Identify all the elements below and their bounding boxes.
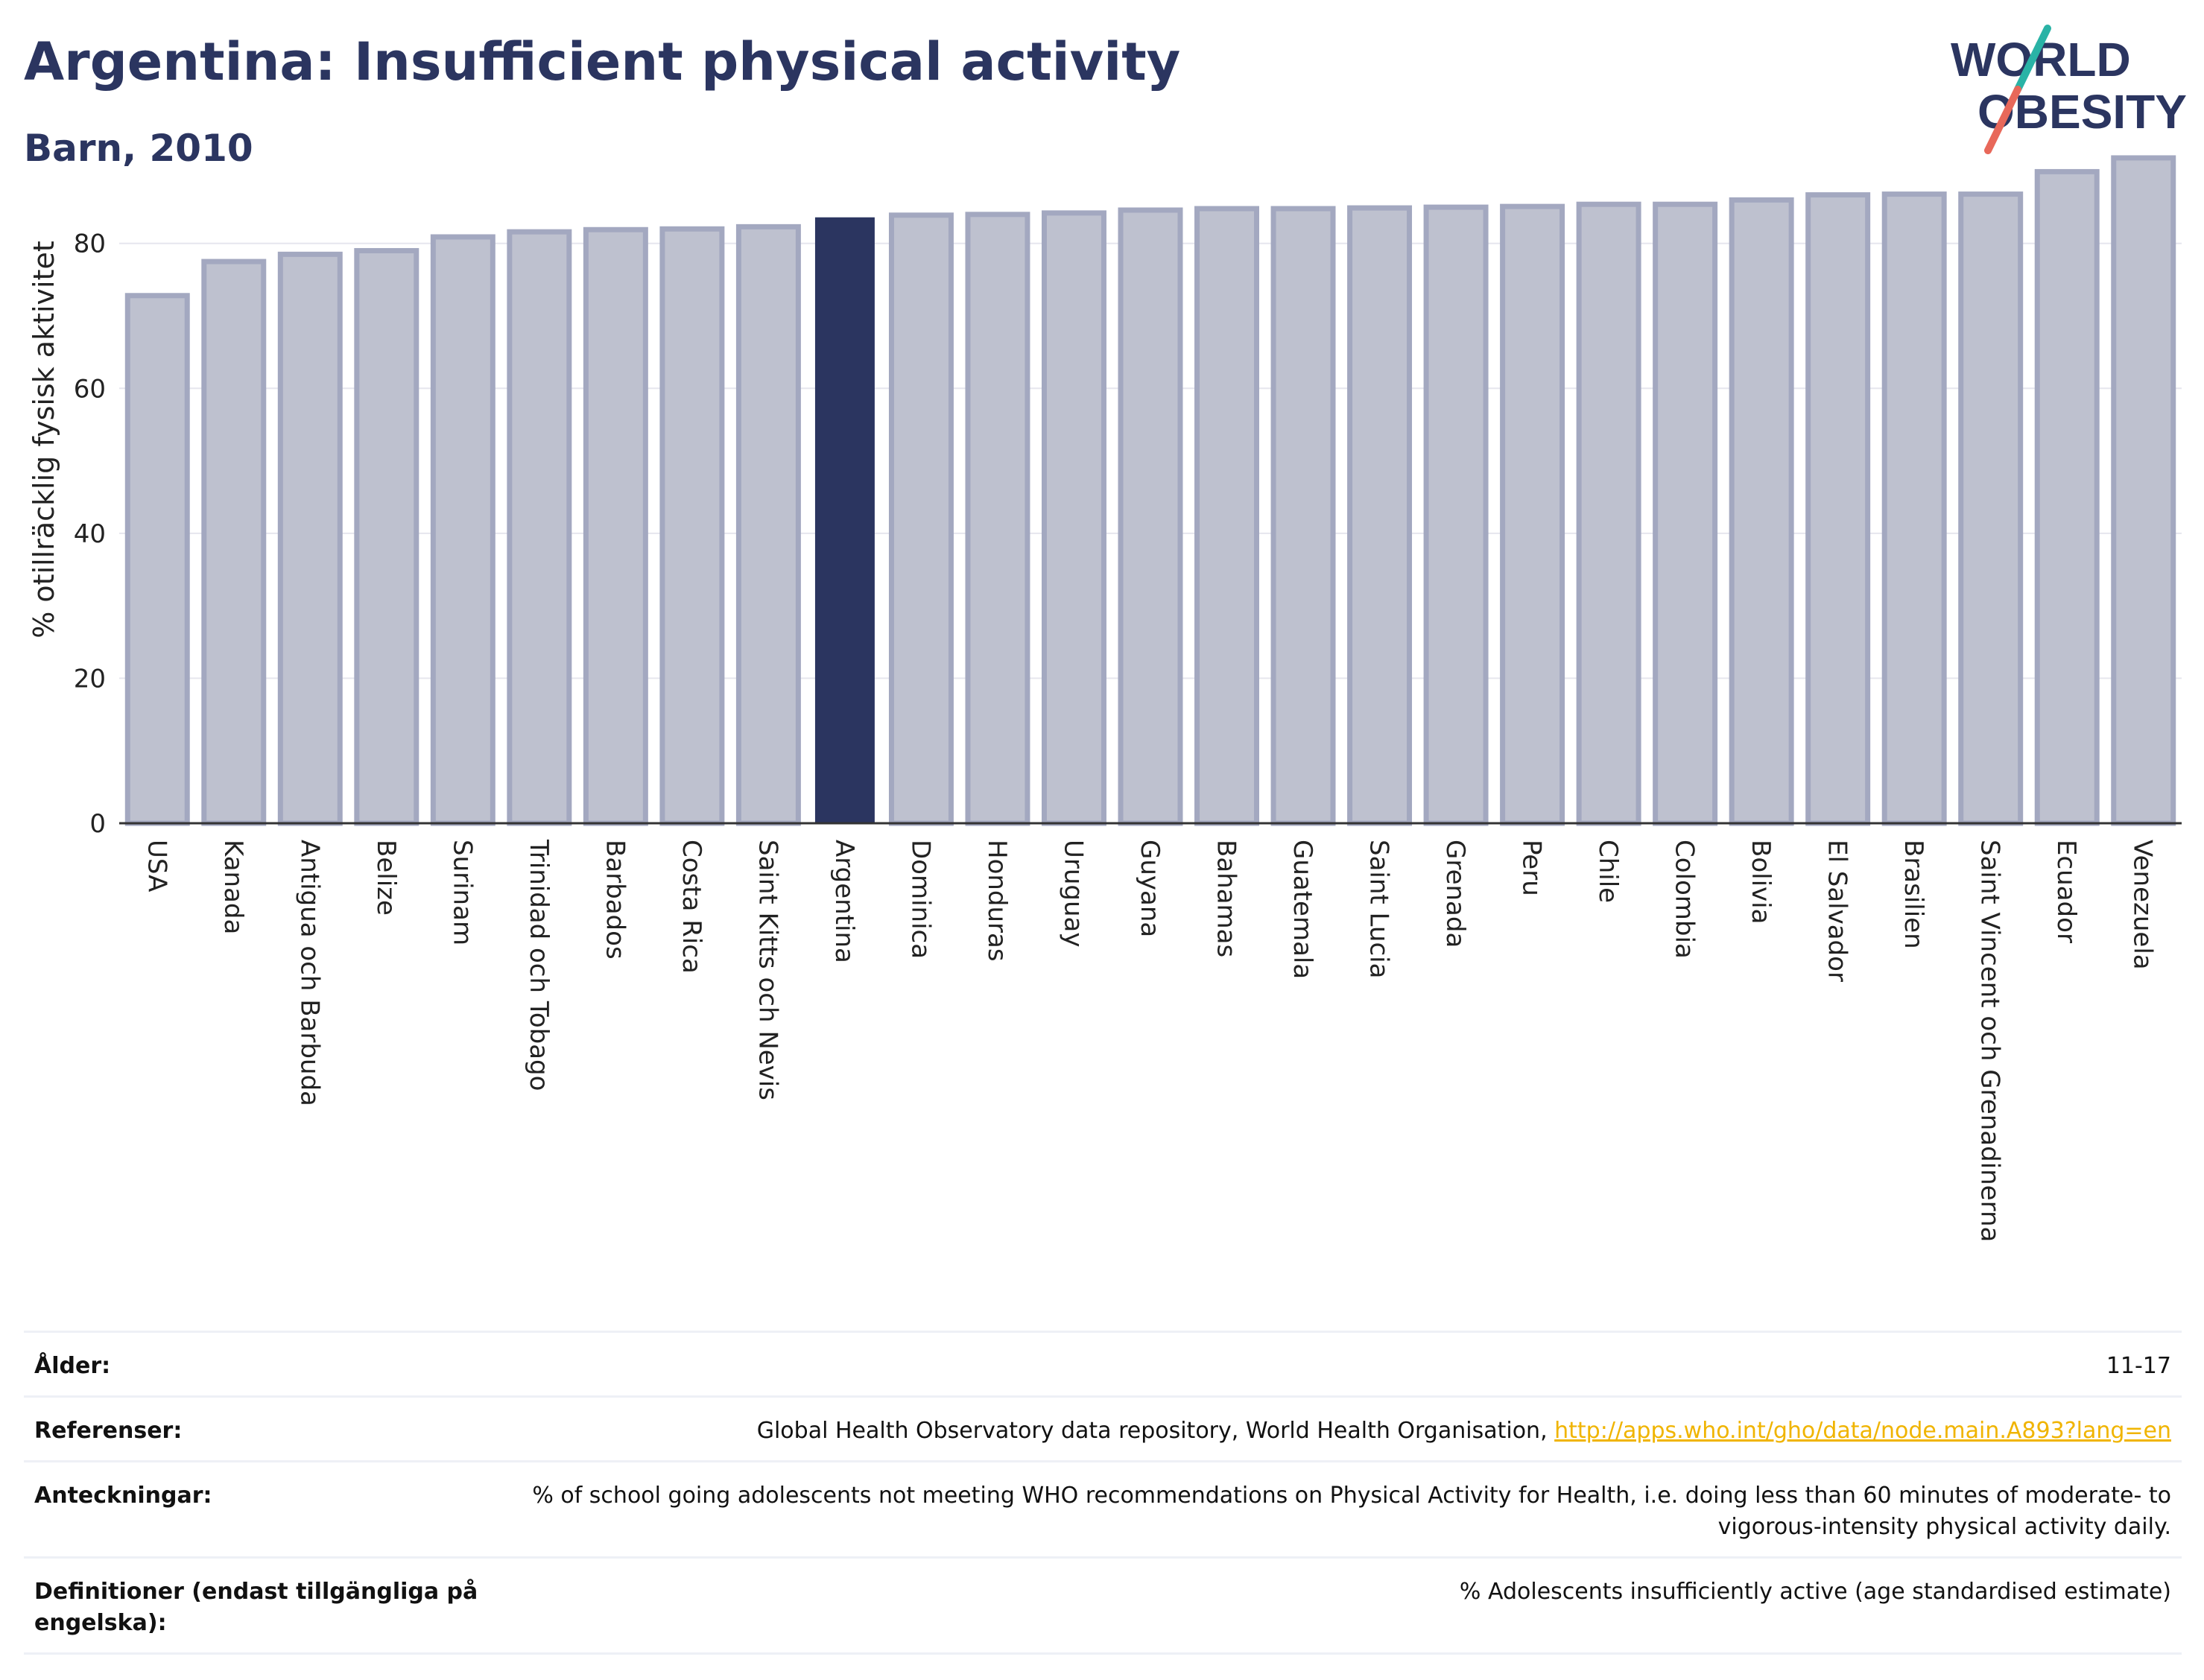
meta-row-definitions: Definitioner (endast tillgängliga på eng…	[24, 1556, 2182, 1655]
x-tick-label: Venezuela	[2128, 840, 2158, 970]
y-tick-label: 20	[74, 664, 106, 694]
x-tick-label: Honduras	[982, 840, 1012, 962]
x-tick-label: Belize	[371, 840, 401, 916]
meta-notes-label: Anteckningar:	[34, 1483, 212, 1509]
bar-dominica[interactable]	[888, 212, 954, 826]
bar-brasilien[interactable]	[1881, 191, 1947, 826]
y-tick-label: 80	[74, 229, 106, 259]
bar-guyana[interactable]	[1118, 207, 1183, 826]
bar-el-salvador[interactable]	[1805, 192, 1871, 826]
y-axis-label: % otillräcklig fysisk aktivitet	[28, 241, 60, 638]
meta-row-references: Referenser: Global Health Observatory da…	[24, 1395, 2182, 1460]
bar-chile[interactable]	[1576, 201, 1641, 826]
logo-slash-coral	[1984, 86, 2021, 154]
bar-barbados[interactable]	[583, 226, 648, 826]
x-tick-label: Guatemala	[1288, 840, 1317, 979]
meta-references-text: Global Health Observatory data repositor…	[756, 1418, 1555, 1444]
x-tick-label: Dominica	[905, 840, 935, 959]
x-tick-label: Colombia	[1670, 840, 1700, 959]
bar-colombia[interactable]	[1653, 201, 1718, 826]
bar-bolivia[interactable]	[1729, 197, 1794, 826]
bar-guatemala[interactable]	[1270, 206, 1336, 826]
bar-argentina[interactable]	[814, 217, 875, 823]
bar-usa[interactable]	[124, 293, 190, 826]
x-tick-label: Surinam	[447, 840, 477, 945]
y-tick-label: 60	[74, 374, 106, 404]
y-tick-label: 40	[74, 519, 106, 549]
x-tick-label: Kanada	[218, 840, 248, 934]
bar-uruguay[interactable]	[1041, 210, 1106, 826]
bar-grenada[interactable]	[1423, 204, 1489, 826]
world-obesity-logo: WORLD OBESITY	[1951, 25, 2187, 154]
x-tick-label: Saint Kitts och Nevis	[753, 840, 782, 1100]
x-tick-label: Saint Lucia	[1364, 840, 1394, 978]
bar-peru[interactable]	[1500, 203, 1565, 826]
chart-title: Argentina: Insufficient physical activit…	[24, 31, 1181, 92]
x-tick-label: Antigua och Barbuda	[294, 840, 324, 1106]
bar-bahamas[interactable]	[1194, 206, 1260, 826]
x-tick-label: Costa Rica	[677, 840, 706, 974]
metadata-table: Ålder: 11-17 Referenser: Global Health O…	[24, 1331, 2182, 1655]
x-tick-label: Trinidad och Tobago	[524, 839, 554, 1091]
bar-ecuador[interactable]	[2034, 168, 2100, 826]
y-tick-label: 0	[89, 809, 106, 839]
bar-chart: 0 20 40 60 80 USA Kanada Antigua och Barbuda Be…	[28, 155, 2182, 1242]
bar-venezuela[interactable]	[2111, 155, 2176, 826]
bars	[124, 155, 2176, 826]
chart-subtitle: Barn, 2010	[24, 127, 253, 170]
x-tick-label: Barbados	[600, 840, 630, 960]
y-ticks: 0 20 40 60 80	[74, 229, 106, 839]
bar-saint-lucia[interactable]	[1347, 205, 1413, 826]
meta-row-age: Ålder: 11-17	[24, 1331, 2182, 1395]
meta-definitions-label: Definitioner (endast tillgängliga på eng…	[34, 1579, 478, 1636]
x-tick-label: Bahamas	[1212, 840, 1241, 957]
x-ticks: USA Kanada Antigua och Barbuda Belize Surina…	[142, 839, 2157, 1242]
bar-saint-vincent-och-grenadinerna[interactable]	[1958, 191, 2024, 826]
x-tick-label: Grenada	[1440, 840, 1470, 948]
meta-notes-value: % of school going adolescents not meetin…	[532, 1483, 2171, 1540]
meta-age-value: 11-17	[2106, 1353, 2171, 1379]
bar-surinam[interactable]	[430, 234, 495, 826]
x-tick-label: El Salvador	[1823, 840, 1852, 982]
x-tick-label: Brasilien	[1899, 840, 1928, 949]
x-tick-label: Saint Vincent och Grenadinerna	[1975, 840, 2005, 1242]
x-tick-label: Argentina	[829, 840, 859, 963]
logo-slash-teal	[2014, 25, 2051, 93]
bar-saint-kitts-och-nevis[interactable]	[735, 224, 801, 826]
meta-references-label: Referenser:	[34, 1418, 183, 1444]
meta-references-value: Global Health Observatory data repositor…	[757, 1416, 2171, 1447]
x-tick-label: Uruguay	[1058, 840, 1088, 948]
meta-definitions-value: % Adolescents insufficiently active (age…	[1459, 1579, 2171, 1605]
x-tick-label: USA	[142, 840, 171, 892]
meta-row-notes: Anteckningar: % of school going adolesce…	[24, 1460, 2182, 1556]
bar-honduras[interactable]	[965, 212, 1030, 826]
bar-antigua-och-barbuda[interactable]	[277, 251, 343, 826]
meta-references-link[interactable]: http://apps.who.int/gho/data/node.main.A…	[1554, 1418, 2171, 1444]
x-tick-label: Peru	[1517, 840, 1547, 896]
meta-age-label: Ålder:	[34, 1353, 111, 1379]
bar-costa-rica[interactable]	[659, 226, 725, 826]
bar-kanada[interactable]	[201, 259, 267, 826]
x-tick-label: Chile	[1593, 840, 1623, 903]
x-tick-label: Bolivia	[1746, 840, 1776, 924]
bar-trinidad-och-tobago[interactable]	[507, 229, 572, 826]
x-tick-label: Guyana	[1135, 840, 1165, 937]
x-tick-label: Ecuador	[2051, 840, 2081, 943]
bar-belize[interactable]	[354, 247, 419, 826]
